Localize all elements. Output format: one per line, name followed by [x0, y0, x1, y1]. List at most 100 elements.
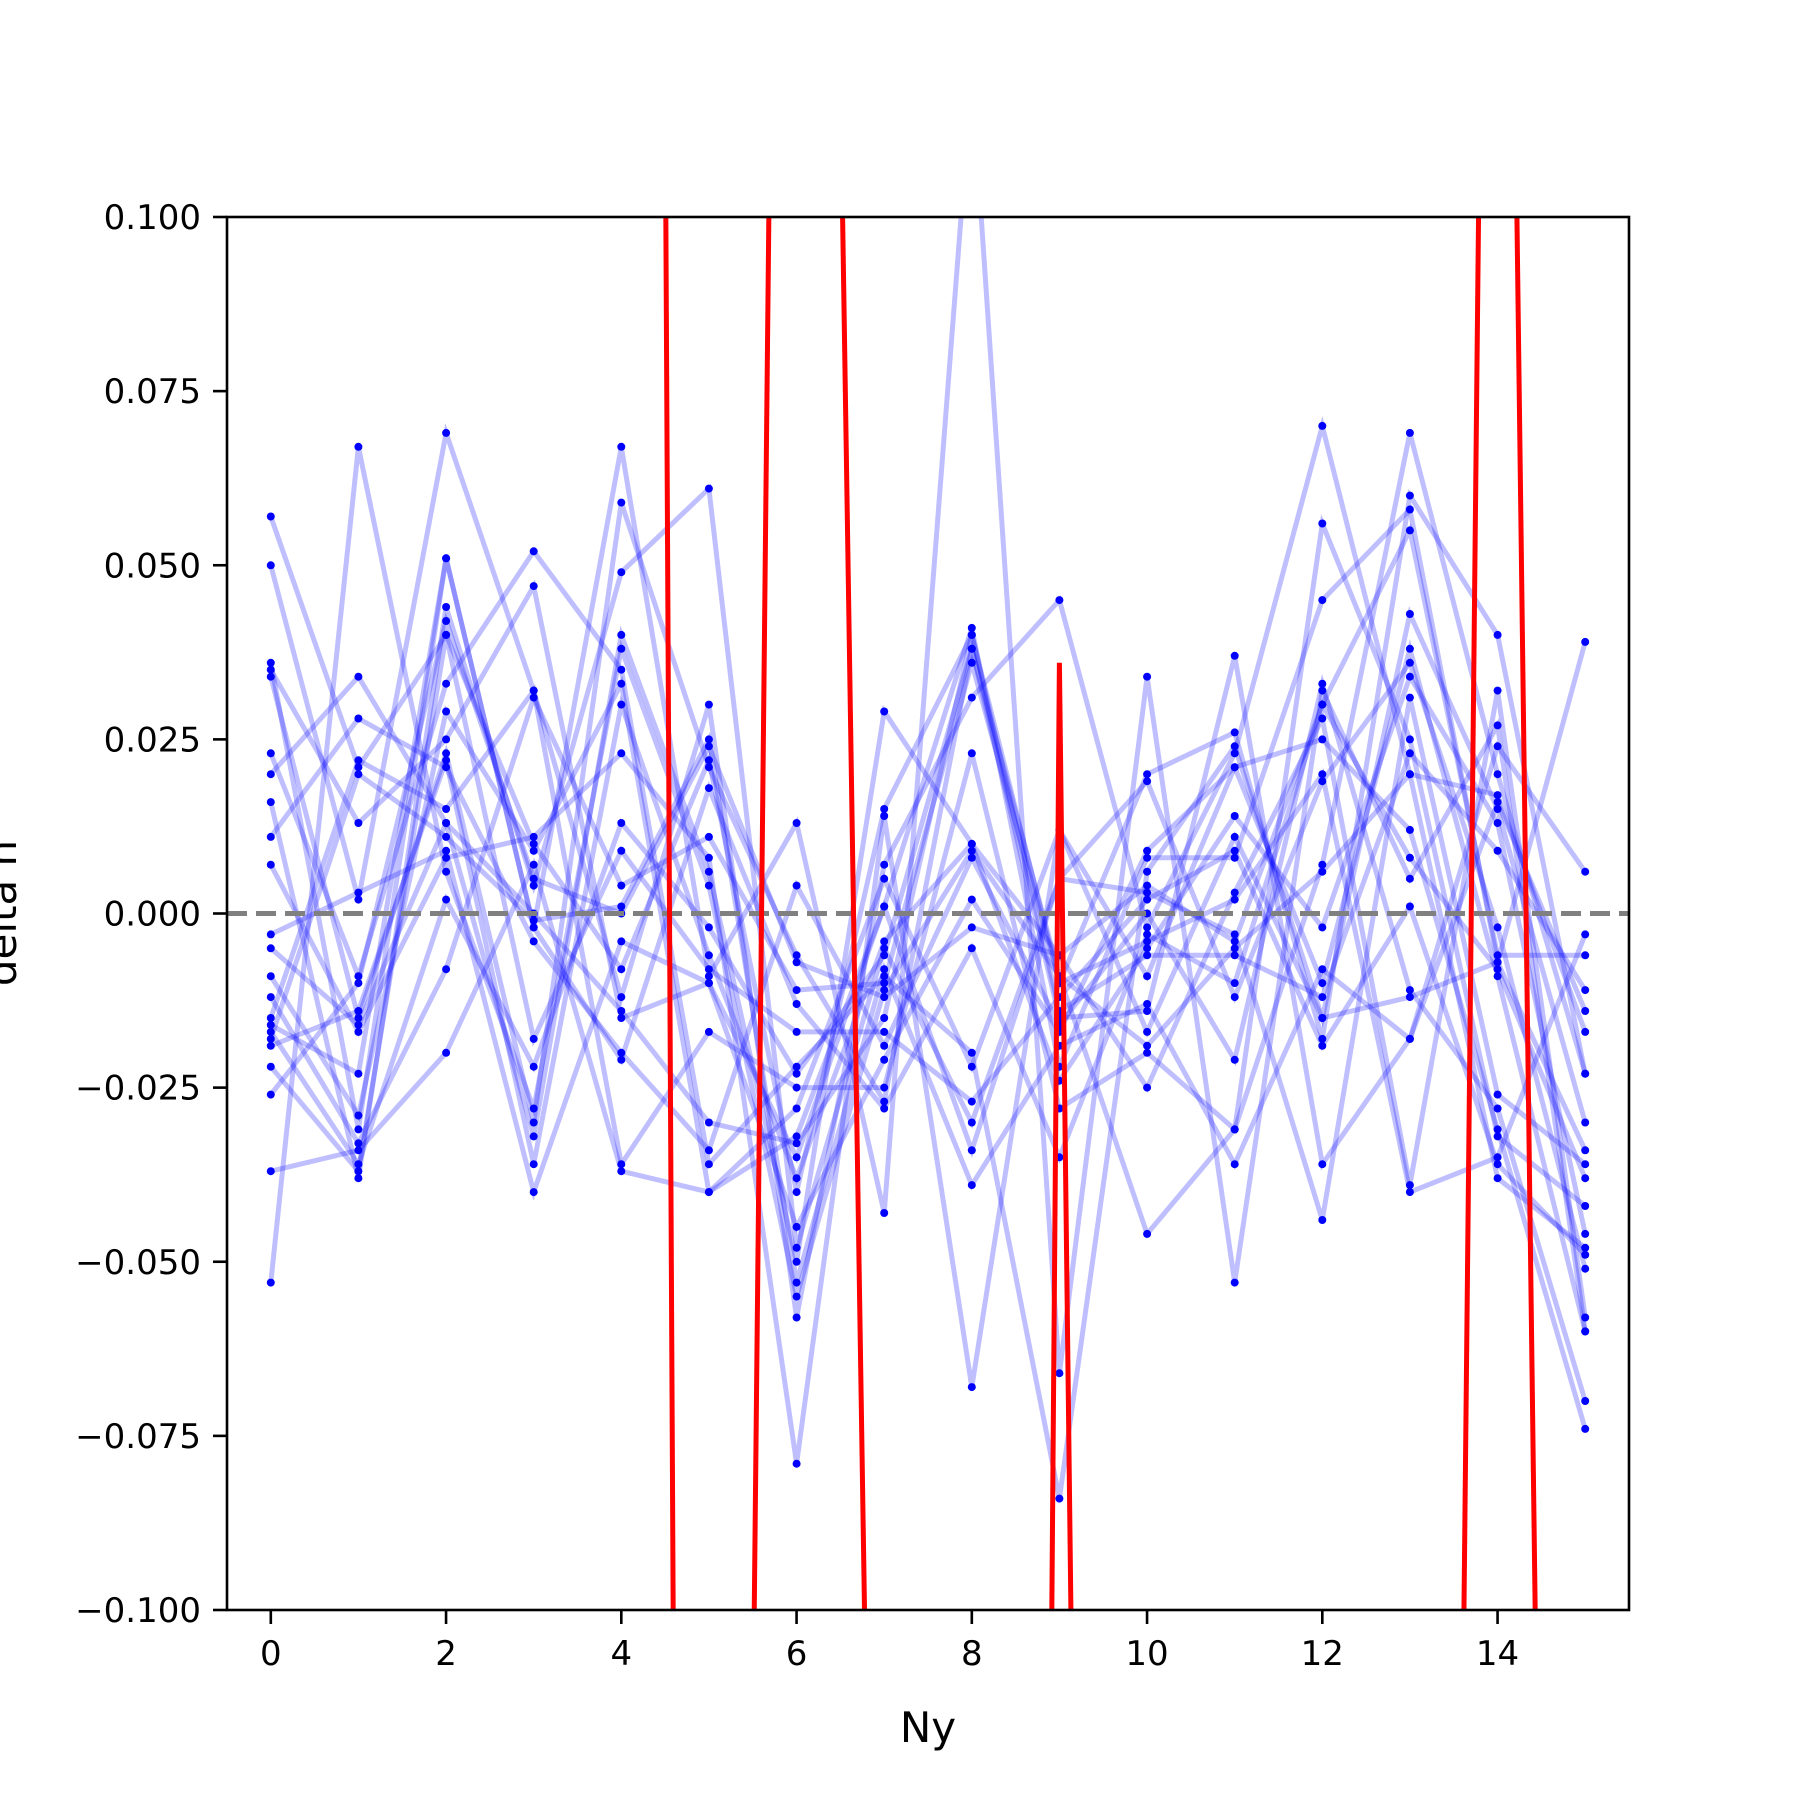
x-tick-label-10: 10	[1125, 1634, 1168, 1674]
x-axis-label: Ny	[900, 1703, 956, 1752]
series-19-point-5	[704, 1188, 713, 1197]
series-line-15	[268, 639, 1588, 1170]
series-15-point-7	[880, 951, 889, 960]
series-4-point-2	[442, 735, 451, 744]
series-15-point-11	[1230, 944, 1239, 953]
series-11-point-14	[1493, 972, 1502, 981]
series-9-point-0	[266, 832, 275, 841]
series-16-point-10	[1143, 944, 1152, 953]
series-14-point-3	[529, 686, 538, 695]
x-tick-label-4: 4	[610, 1634, 632, 1674]
series-16-point-14	[1493, 819, 1502, 827]
series-16-point-6	[792, 1174, 801, 1183]
series-9-point-6	[792, 881, 801, 890]
series-19-point-1	[354, 1146, 363, 1155]
series-2-point-6	[792, 1313, 801, 1322]
series-13-point-7	[880, 979, 889, 988]
series-20-point-11	[1230, 1125, 1239, 1134]
series-12-point-1	[354, 1111, 363, 1120]
series-6-point-7	[880, 972, 889, 981]
series-20-point-10	[1143, 1229, 1152, 1238]
series-22-point-13	[1405, 1034, 1414, 1043]
series-21-point-13	[1405, 526, 1414, 535]
series-3-point-6	[792, 819, 801, 827]
series-13-point-0	[266, 993, 275, 1002]
series-4-point-1	[354, 819, 363, 827]
series-12-point-13	[1405, 693, 1414, 702]
series-13-point-3	[529, 693, 538, 702]
series-6-point-8	[967, 1048, 976, 1057]
series-7-point-13	[1405, 1181, 1414, 1190]
series-11-point-13	[1405, 644, 1414, 653]
series-2-point-5	[704, 700, 713, 709]
series-line-22	[268, 731, 1588, 1284]
series-6-point-5	[704, 1160, 713, 1169]
series-7-point-0	[266, 770, 275, 779]
series-16-point-11	[1230, 812, 1239, 820]
series-line-19	[270, 823, 1588, 1195]
series-6-point-0	[266, 749, 275, 758]
series-2-point-0	[266, 561, 275, 570]
series-23-point-1	[354, 1020, 363, 1029]
series-10-point-6	[792, 1459, 801, 1468]
series-5-point-3	[529, 1118, 538, 1127]
series-21-point-11	[1230, 979, 1239, 988]
series-5-point-5	[704, 763, 713, 772]
series-14-point-12	[1318, 519, 1327, 528]
y-tick-label-6: 0.050	[104, 546, 201, 586]
series-16-point-2	[442, 756, 451, 765]
series-18-point-5	[704, 742, 713, 751]
series-18-point-11	[1230, 937, 1239, 946]
series-1-point-12	[1318, 1034, 1327, 1043]
series-3-point-1	[354, 1125, 363, 1134]
series-10-point-8	[967, 1383, 976, 1392]
series-21-point-15	[1581, 951, 1590, 960]
series-23-point-4	[617, 1007, 626, 1015]
tick-layer: 0 2 4 6 8 10 12 14 −0.100 −0.075 −0.050 −0.025 0.000…	[75, 198, 1519, 1674]
series-8-point-11	[1230, 993, 1239, 1002]
series-17-point-14	[1493, 1160, 1502, 1169]
series-7-point-14	[1493, 686, 1502, 695]
series-7-point-12	[1318, 714, 1327, 723]
series-line-17	[268, 634, 1587, 1257]
series-line-10	[268, 736, 1588, 1465]
series-17-point-4	[617, 846, 626, 855]
series-9-point-2	[442, 763, 451, 772]
series-18-point-3	[529, 874, 538, 883]
series-5-point-7	[880, 1097, 889, 1106]
series-19-point-12	[1318, 1014, 1327, 1022]
series-20-point-14	[1493, 770, 1502, 779]
series-21-point-8	[967, 944, 976, 953]
series-5-point-15	[1581, 867, 1590, 876]
series-12-point-8	[967, 1146, 976, 1155]
series-15-point-12	[1318, 867, 1327, 876]
series-line-20	[268, 432, 1588, 1298]
series-5-point-6	[792, 951, 801, 960]
y-tick-label-1: −0.075	[75, 1417, 201, 1457]
series-1-point-7	[880, 805, 889, 813]
series-19-point-7	[880, 874, 889, 883]
series-8-point-6	[792, 1243, 801, 1252]
series-20-point-7	[880, 986, 889, 995]
series-6-point-13	[1405, 610, 1414, 618]
series-9-point-3	[529, 937, 538, 946]
series-11-point-7	[880, 1055, 889, 1064]
series-4-point-13	[1405, 505, 1414, 514]
series-line-3	[268, 217, 1588, 1374]
series-10-point-12	[1318, 735, 1327, 744]
y-tick-label-8: 0.100	[104, 198, 201, 238]
series-10-point-2	[442, 853, 451, 862]
series-3-point-7	[880, 1209, 889, 1217]
series-15-point-1	[354, 1160, 363, 1169]
series-9-point-8	[967, 853, 976, 862]
series-22-point-8	[967, 1181, 976, 1190]
series-3-point-14	[1493, 721, 1502, 730]
series-20-point-8	[967, 846, 976, 855]
series-20-point-6	[792, 1292, 801, 1301]
series-7-point-15	[1581, 1313, 1590, 1322]
series-17-point-6	[792, 1027, 801, 1036]
series-15-point-15	[1581, 1027, 1590, 1036]
series-6-point-11	[1230, 742, 1239, 751]
series-line-8	[268, 483, 1588, 1270]
